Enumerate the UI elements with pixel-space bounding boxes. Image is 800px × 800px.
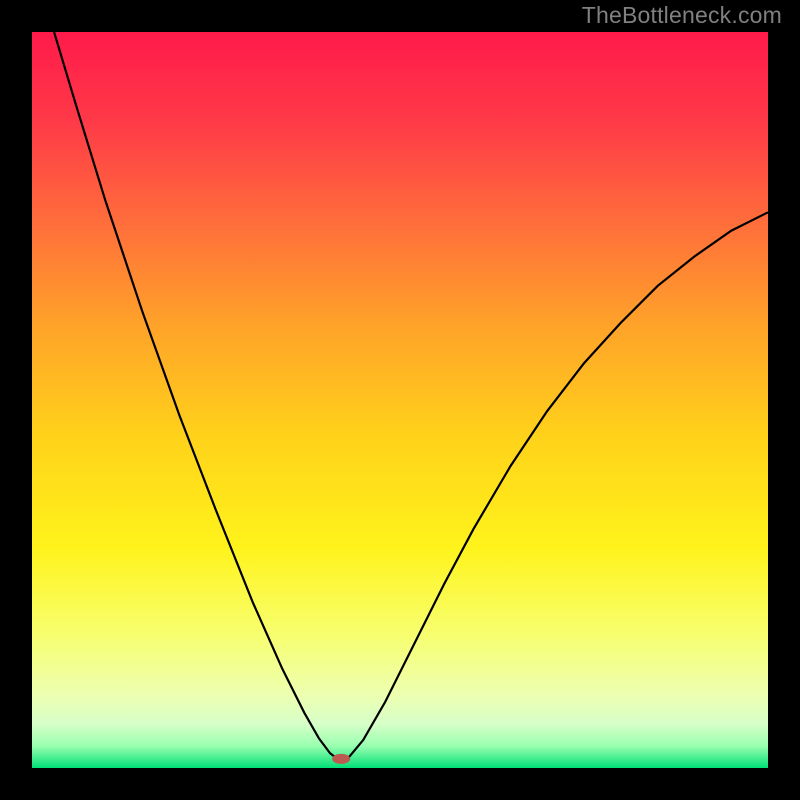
bottleneck-curve: [32, 32, 768, 768]
curve-path: [54, 32, 768, 761]
chart-frame: TheBottleneck.com: [0, 0, 800, 800]
optimum-marker: [332, 754, 350, 764]
plot-area: [32, 32, 768, 768]
watermark-text: TheBottleneck.com: [582, 2, 782, 29]
